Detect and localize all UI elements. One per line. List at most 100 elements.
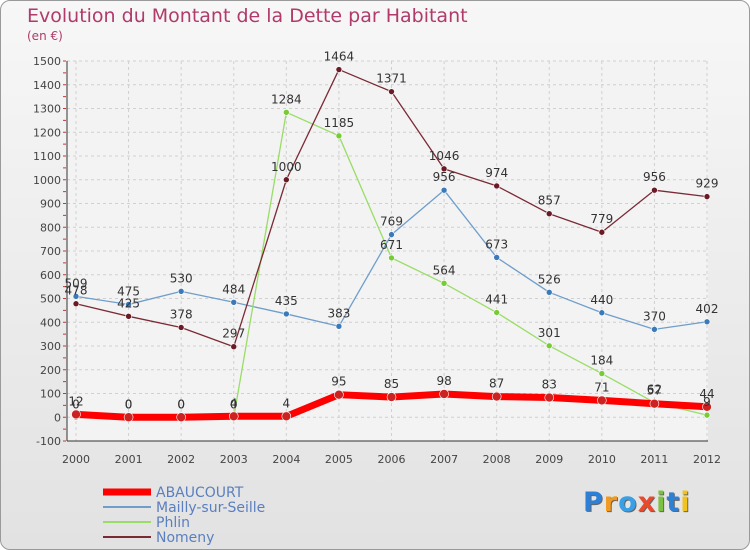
y-tick-label: 700: [40, 245, 61, 258]
data-label: 671: [380, 238, 403, 252]
x-tick-label: 2008: [483, 453, 511, 466]
data-label: 1000: [271, 160, 302, 174]
data-label: 9: [703, 395, 711, 409]
data-label: 95: [331, 375, 346, 389]
data-point: [177, 288, 185, 295]
data-point: [72, 300, 80, 308]
data-point: [440, 165, 448, 173]
data-point: [703, 411, 711, 419]
data-label: 0: [177, 397, 185, 411]
y-tick-label: 800: [40, 221, 61, 234]
x-tick-label: 2006: [378, 453, 406, 466]
data-label: 1046: [429, 149, 460, 163]
logo-letter: P: [583, 487, 604, 518]
data-label: 301: [538, 326, 561, 340]
data-label: 83: [542, 378, 557, 392]
y-tick-label: 1400: [33, 79, 61, 92]
data-label: 12: [68, 394, 83, 408]
data-label: 509: [65, 276, 88, 290]
data-point: [598, 309, 606, 317]
data-point: [440, 279, 448, 287]
data-point: [651, 186, 658, 194]
data-label: 1464: [324, 50, 355, 64]
data-label: 564: [433, 263, 456, 277]
data-label: 673: [485, 237, 508, 251]
data-label: 0: [72, 397, 80, 411]
logo-letter: r: [603, 487, 619, 518]
data-label: 929: [696, 177, 719, 191]
data-label: 4: [283, 396, 291, 410]
data-label: 378: [170, 307, 193, 321]
y-tick-label: 1300: [33, 103, 61, 116]
data-point: [388, 88, 395, 95]
logo-letter: t: [666, 487, 681, 518]
legend-label: Nomeny: [156, 530, 214, 546]
data-point: [281, 411, 292, 422]
x-tick-label: 2002: [167, 453, 195, 466]
data-point: [230, 298, 238, 306]
data-point: [335, 322, 343, 330]
data-point: [335, 132, 343, 140]
data-label: 779: [590, 212, 613, 226]
data-label: 440: [590, 293, 613, 307]
data-point: [439, 389, 449, 399]
data-point: [71, 409, 81, 420]
data-label: 1284: [271, 92, 302, 106]
data-label: 0: [125, 397, 133, 411]
logo-letter: i: [680, 487, 691, 518]
logo-letter: o: [618, 487, 638, 518]
legend-label: ABAUCOURT: [156, 485, 244, 501]
proxiti-logo: Proxiti: [583, 487, 691, 518]
data-point: [545, 342, 553, 350]
x-tick-label: 2001: [115, 453, 143, 466]
data-point: [545, 210, 553, 218]
y-tick-label: 600: [40, 269, 61, 282]
data-point: [388, 231, 395, 238]
x-tick-label: 2005: [325, 453, 353, 466]
y-tick-label: 200: [40, 364, 61, 377]
data-point: [386, 392, 397, 402]
data-label: 475: [117, 284, 140, 298]
data-label: 526: [538, 272, 561, 286]
legend-label: Phlin: [156, 515, 190, 531]
data-label: 425: [117, 296, 140, 310]
data-point: [493, 182, 500, 190]
data-point: [123, 412, 134, 423]
data-label: 370: [643, 309, 666, 323]
x-tick-label: 2000: [62, 453, 90, 466]
data-point: [283, 109, 290, 116]
data-label: 484: [222, 282, 245, 296]
data-point: [545, 289, 553, 296]
x-tick-label: 2009: [535, 453, 563, 466]
data-point: [176, 412, 186, 423]
y-tick-label: 1100: [33, 150, 61, 163]
data-label: 184: [590, 354, 613, 368]
data-label: 530: [170, 271, 193, 285]
y-tick-label: 100: [40, 388, 61, 401]
logo-letter: x: [637, 487, 657, 518]
data-point: [440, 186, 448, 194]
data-label: 0: [177, 397, 185, 411]
x-tick-label: 2010: [588, 453, 616, 466]
data-point: [703, 318, 711, 326]
data-point: [651, 326, 658, 333]
legend-label: Mailly-sur-Seille: [156, 500, 265, 516]
x-tick-label: 2007: [430, 453, 458, 466]
y-tick-label: 1500: [33, 55, 61, 68]
y-tick-label: 1000: [33, 174, 61, 187]
data-point: [702, 401, 712, 412]
data-point: [283, 310, 290, 318]
y-tick-label: 1200: [33, 126, 61, 139]
data-label: 441: [485, 293, 508, 307]
x-tick-label: 2003: [220, 453, 248, 466]
data-label: 98: [436, 374, 451, 388]
x-tick-label: 2012: [693, 453, 721, 466]
data-point: [177, 324, 185, 331]
data-point: [228, 411, 239, 422]
data-label: 956: [433, 170, 456, 184]
data-point: [125, 313, 132, 320]
data-point: [703, 193, 711, 200]
data-point: [544, 392, 555, 403]
